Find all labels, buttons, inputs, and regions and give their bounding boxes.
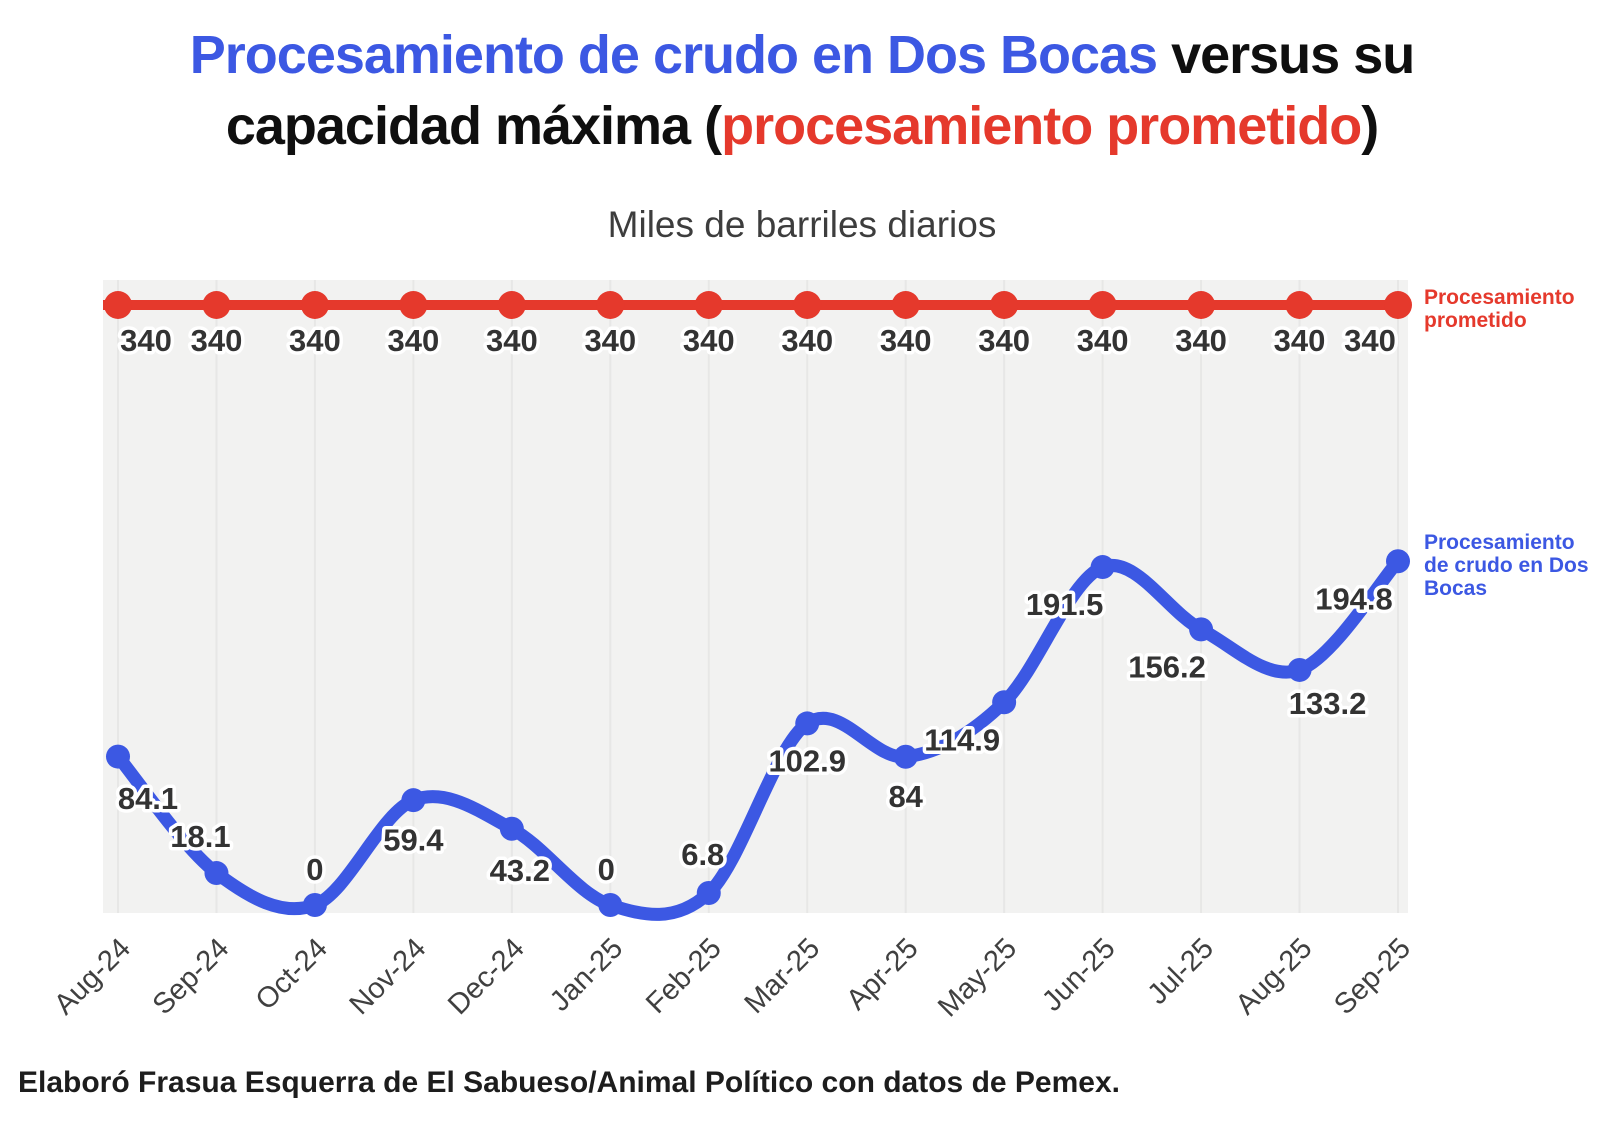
x-axis-label: Nov-24 [344, 932, 433, 1021]
x-axis-label: Oct-24 [250, 932, 334, 1016]
promised-marker [104, 291, 132, 319]
promised-value-label: 340 [388, 323, 440, 358]
promised-value-label: 340 [1274, 323, 1326, 358]
actual-marker [795, 711, 820, 736]
actual-value-label: 194.8 [1315, 581, 1393, 616]
actual-marker [499, 816, 524, 841]
actual-marker [1189, 617, 1214, 642]
promised-value-label: 340 [880, 323, 932, 358]
promised-value-label: 340 [584, 323, 636, 358]
promised-value-label: 340 [978, 323, 1030, 358]
chart-subtitle: Miles de barriles diarios [607, 204, 997, 245]
x-axis-label: Aug-25 [1230, 932, 1319, 1021]
promised-marker [1187, 291, 1216, 319]
actual-value-label: 0 [306, 852, 323, 887]
chart-title: Procesamiento de crudo en Dos Bocas vers… [0, 20, 1604, 162]
promised-value-label: 340 [1344, 323, 1396, 358]
actual-value-label: 6.8 [681, 837, 724, 872]
actual-marker [204, 861, 229, 886]
promised-value-label: 340 [781, 323, 833, 358]
title-blue-part: Procesamiento de crudo en Dos Bocas [189, 25, 1158, 85]
promised-marker [1285, 291, 1314, 319]
actual-marker [893, 744, 918, 769]
x-axis-label: Mar-25 [739, 932, 827, 1020]
actual-marker [302, 893, 327, 917]
x-axis-label: Aug-24 [48, 932, 137, 1021]
title-black-part3: ) [1361, 96, 1379, 156]
promised-marker [596, 291, 625, 319]
promised-marker [202, 291, 231, 319]
actual-marker [106, 744, 130, 769]
x-axis-label: May-25 [932, 932, 1023, 1023]
promised-marker [399, 291, 428, 319]
actual-line [111, 554, 1405, 921]
actual-value-label: 84 [888, 779, 923, 814]
actual-value-label: 84.1 [118, 781, 178, 816]
legend-actual: Procesamiento de crudo en Dos Bocas [1424, 531, 1589, 600]
x-axis-label: Jul-25 [1142, 932, 1220, 1010]
promised-value-label: 340 [1077, 323, 1129, 358]
promised-value-label: 340 [289, 323, 341, 358]
actual-marker [401, 788, 426, 813]
actual-marker [1090, 555, 1115, 580]
chart-title-line1: Procesamiento de crudo en Dos Bocas vers… [0, 20, 1604, 91]
actual-value-label: 59.4 [383, 822, 444, 857]
x-axis-label: Jan-25 [544, 932, 629, 1017]
title-black-part2: capacidad máxima ( [225, 96, 722, 156]
promised-marker [497, 291, 526, 319]
promised-value-label: 340 [683, 323, 735, 358]
actual-value-label: 114.9 [924, 722, 1000, 757]
promised-value-label: 340 [120, 323, 172, 358]
promised-value-label: 340 [1175, 323, 1227, 358]
actual-marker [1386, 549, 1410, 574]
actual-value-label: 156.2 [1128, 650, 1206, 685]
x-axis-label: Jun-25 [1036, 932, 1121, 1017]
actual-value-label: 0 [598, 852, 615, 887]
promised-marker [793, 291, 822, 319]
actual-marker [1287, 657, 1312, 682]
actual-value-label: 102.9 [768, 744, 846, 779]
promised-marker [300, 291, 329, 319]
x-axis-label: Apr-25 [840, 932, 924, 1016]
promised-marker [1088, 291, 1117, 319]
actual-marker [696, 881, 721, 905]
promised-marker [694, 291, 723, 319]
actual-value-label: 43.2 [490, 853, 550, 888]
x-axis-label: Feb-25 [640, 932, 728, 1020]
chart-title-line2: capacidad máxima (procesamiento prometid… [0, 91, 1604, 162]
actual-value-label: 191.5 [1026, 587, 1104, 622]
actual-marker [992, 690, 1017, 715]
source-credit: Elaboró Frasua Esquerra de El Sabueso/An… [18, 1066, 1120, 1099]
actual-value-label: 133.2 [1289, 686, 1367, 721]
legend-promised: Procesamiento prometido [1424, 286, 1575, 332]
x-axis-label: Sep-24 [147, 932, 236, 1021]
promised-marker [1384, 291, 1412, 319]
promised-marker [891, 291, 920, 319]
x-axis-label: Dec-24 [442, 932, 531, 1021]
title-red-part: procesamiento prometido [721, 96, 1362, 156]
title-black-part: versus su [1157, 25, 1415, 85]
promised-marker [990, 291, 1019, 319]
promised-value-label: 340 [191, 323, 243, 358]
actual-value-label: 18.1 [170, 819, 230, 854]
actual-marker [598, 893, 623, 917]
x-axis-label: Sep-25 [1328, 932, 1417, 1021]
promised-value-label: 340 [486, 323, 538, 358]
